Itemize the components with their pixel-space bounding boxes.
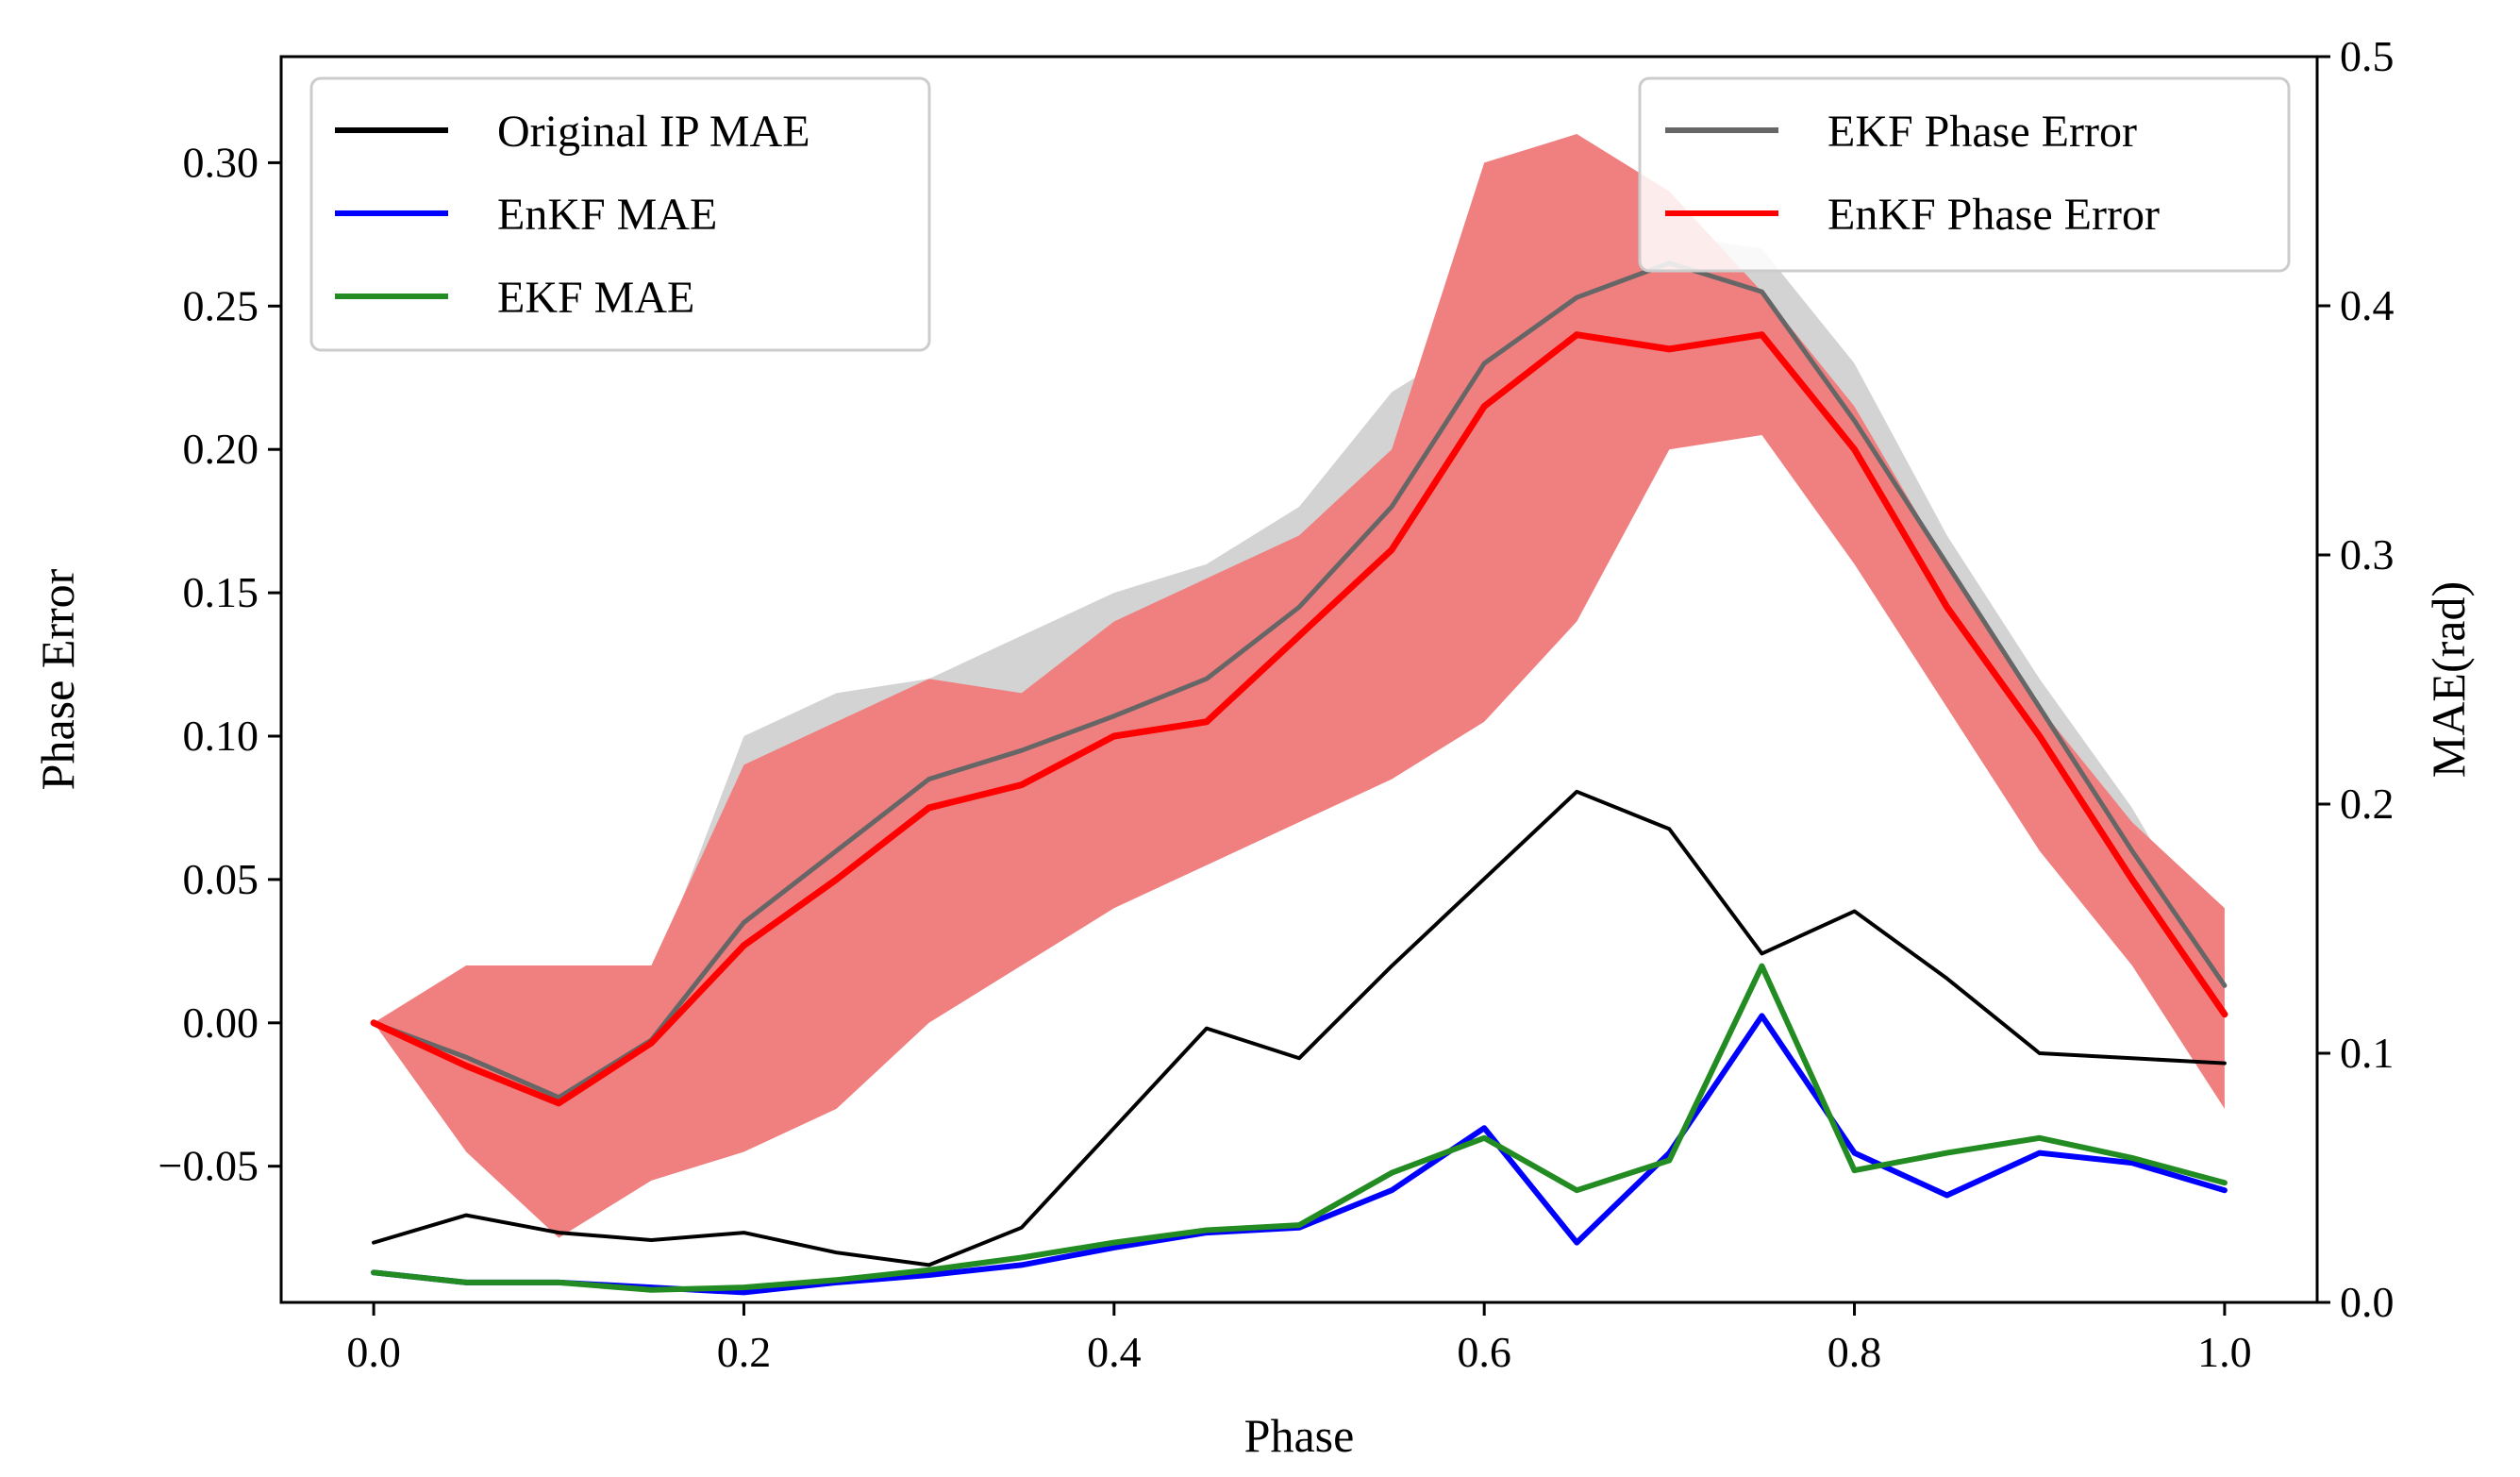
y2-axis-label: MAE(rad) <box>2422 581 2475 778</box>
error-bands <box>374 134 2225 1238</box>
line-enkf-phase-error <box>370 331 2228 1107</box>
legend-right: EKF Phase Error EnKF Phase Error <box>1638 76 2291 273</box>
legend-label: Original IP MAE <box>497 107 810 157</box>
line-original-ip-mae <box>372 789 2227 1267</box>
x-tick-label: 0.4 <box>1087 1328 1142 1376</box>
y2-tick-label: 0.3 <box>2340 530 2395 579</box>
x-tick-label: 0.0 <box>346 1328 401 1376</box>
y2-axis-ticks: 0.0 0.1 0.2 0.3 0.4 0.5 <box>2317 32 2395 1326</box>
y-tick-label: 0.05 <box>183 855 259 903</box>
plot-frame <box>279 55 2319 1304</box>
y2-tick-label: 0.5 <box>2340 32 2395 80</box>
y-tick-label: 0.20 <box>183 425 259 473</box>
x-tick-label: 0.8 <box>1827 1328 1882 1376</box>
legend-label: EnKF Phase Error <box>1827 190 2160 240</box>
line-ekf-mae <box>371 963 2228 1293</box>
y-tick-label: −0.05 <box>159 1142 259 1190</box>
y-axis-ticks: −0.05 0.00 0.05 0.10 0.15 0.20 0.25 0.30 <box>159 138 281 1190</box>
y-tick-label: 0.15 <box>183 568 259 616</box>
x-tick-label: 0.6 <box>1457 1328 1511 1376</box>
legend-right-box <box>1638 76 2291 273</box>
y-axis-label: Phase Error <box>31 568 84 790</box>
y2-tick-label: 0.4 <box>2340 281 2395 329</box>
x-tick-label: 0.2 <box>717 1328 772 1376</box>
line-ekf-phase-error <box>371 260 2228 1100</box>
y2-tick-label: 0.1 <box>2340 1029 2395 1077</box>
legend-label: EKF Phase Error <box>1827 107 2137 157</box>
band-enkf-phase-error <box>374 134 2225 1238</box>
legend-left: Original IP MAE EnKF MAE EKF MAE <box>309 76 931 352</box>
y2-tick-label: 0.0 <box>2340 1278 2395 1326</box>
y-tick-label: 0.25 <box>183 281 259 329</box>
x-tick-label: 1.0 <box>2197 1328 2252 1376</box>
legend-left-box <box>309 76 931 352</box>
data-lines <box>370 260 2228 1296</box>
y-tick-label: 0.10 <box>183 712 259 760</box>
x-axis-label: Phase <box>1244 1409 1355 1462</box>
y-tick-label: 0.00 <box>183 999 259 1047</box>
legend-label: EKF MAE <box>497 273 694 323</box>
y2-tick-label: 0.2 <box>2340 780 2395 828</box>
y-tick-label: 0.30 <box>183 138 259 186</box>
x-axis-ticks: 0.0 0.2 0.4 0.6 0.8 1.0 <box>346 1302 2252 1376</box>
legend-label: EnKF MAE <box>497 190 717 240</box>
